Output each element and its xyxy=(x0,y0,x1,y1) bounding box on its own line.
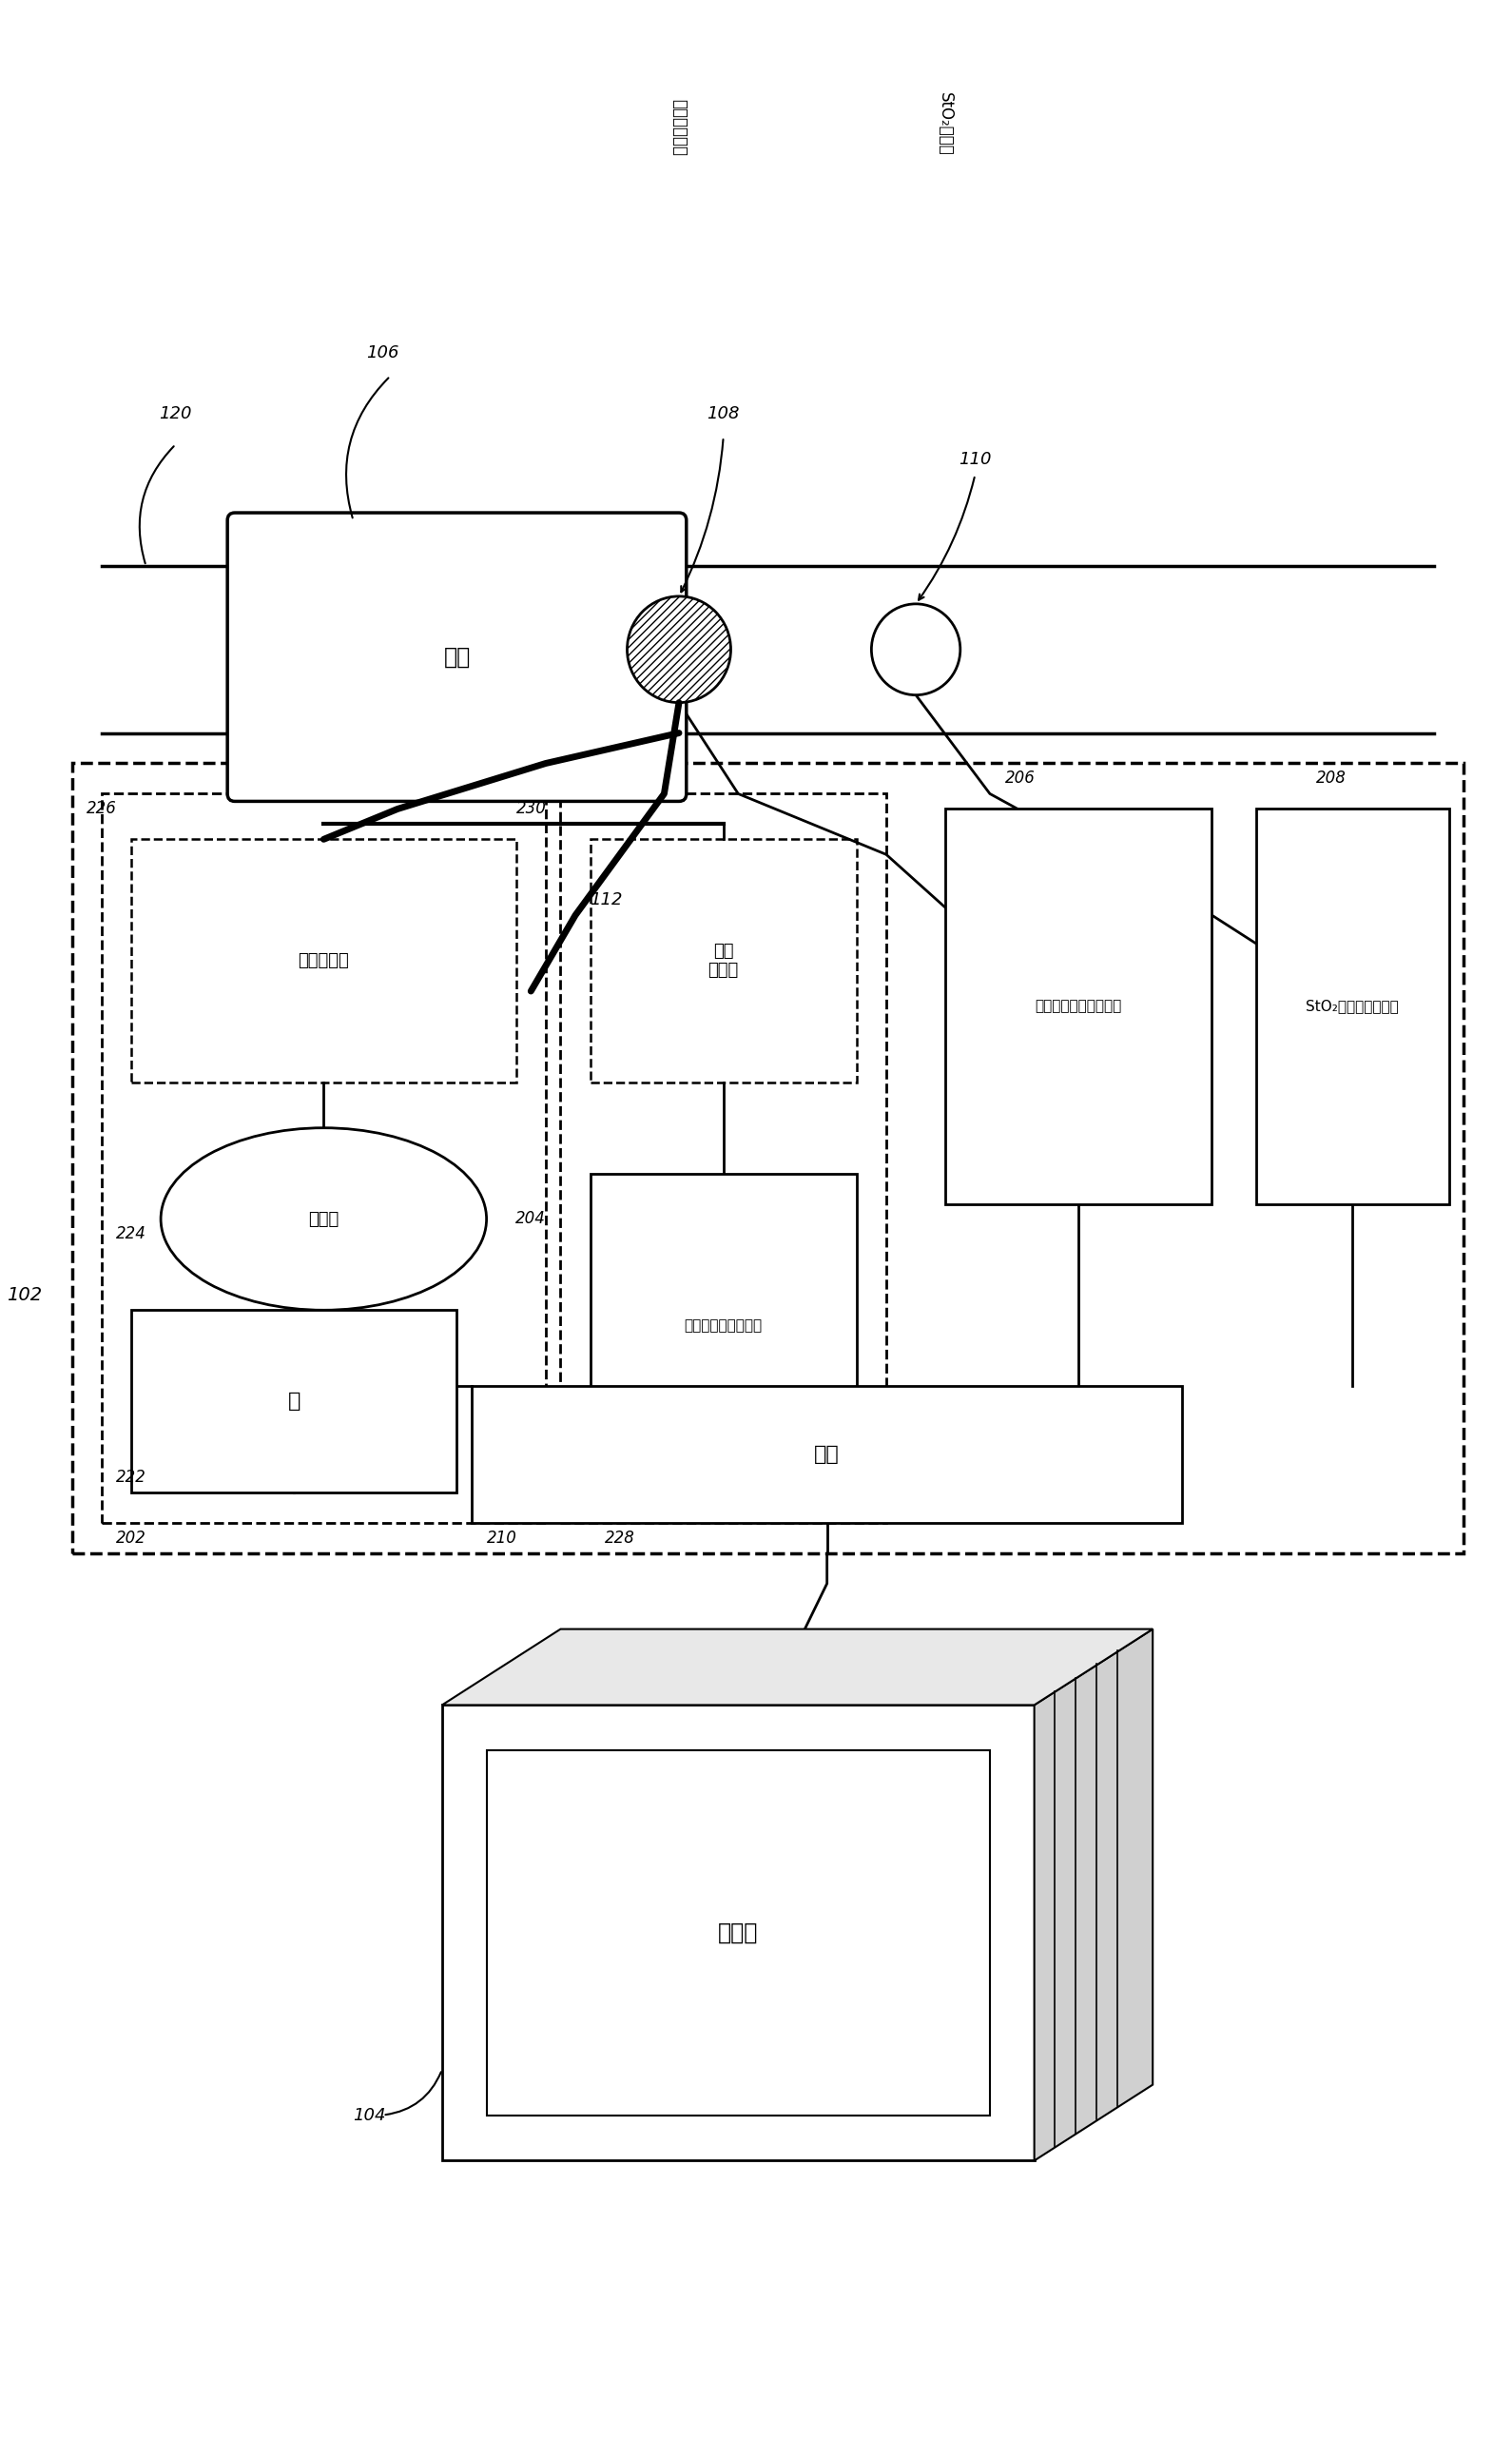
Text: 104: 104 xyxy=(354,2106,386,2123)
Bar xyxy=(945,809,1213,1204)
Bar xyxy=(1256,809,1448,1204)
Polygon shape xyxy=(442,1629,1152,1704)
Bar xyxy=(561,795,886,1524)
Text: 计算机: 计算机 xyxy=(718,1921,759,1943)
Text: 接口: 接口 xyxy=(815,1446,839,1463)
Text: 110: 110 xyxy=(959,451,992,468)
Text: 202: 202 xyxy=(116,1529,147,1546)
Text: 106: 106 xyxy=(366,344,399,361)
Text: 222: 222 xyxy=(116,1468,147,1485)
Bar xyxy=(590,839,857,1082)
Circle shape xyxy=(871,605,960,695)
Text: 泵: 泵 xyxy=(287,1392,301,1412)
Text: 204: 204 xyxy=(516,1209,546,1229)
Bar xyxy=(73,763,1464,1553)
Text: 112: 112 xyxy=(590,892,623,909)
Text: 压力传感器电子线路: 压力传感器电子线路 xyxy=(685,1319,762,1334)
Bar xyxy=(442,1704,1034,2160)
Text: 224: 224 xyxy=(116,1226,147,1243)
Bar xyxy=(590,1173,857,1477)
FancyBboxPatch shape xyxy=(227,512,686,802)
Text: 208: 208 xyxy=(1315,770,1346,787)
Bar xyxy=(487,1750,990,2116)
Polygon shape xyxy=(1034,1629,1152,2160)
Circle shape xyxy=(627,597,730,702)
Text: 120: 120 xyxy=(159,405,192,422)
Ellipse shape xyxy=(160,1129,487,1309)
Text: 108: 108 xyxy=(708,405,739,422)
Bar xyxy=(132,1309,457,1492)
Text: 226: 226 xyxy=(86,800,116,817)
Text: StO₂传感器: StO₂传感器 xyxy=(937,93,954,156)
Bar xyxy=(472,1387,1182,1524)
Bar xyxy=(101,795,546,1524)
Text: 多普勒传感器: 多普勒传感器 xyxy=(670,100,688,156)
Text: StO₂传感器电子系统: StO₂传感器电子系统 xyxy=(1306,1000,1399,1014)
Text: 袖带: 袖带 xyxy=(443,646,470,668)
Text: 多普勒传感器电子系统: 多普勒传感器电子系统 xyxy=(1036,1000,1122,1014)
Text: 储存器: 储存器 xyxy=(308,1209,339,1229)
Text: 210: 210 xyxy=(487,1529,517,1546)
Text: 压力
传感器: 压力 传感器 xyxy=(708,944,739,980)
Text: 压力控制器: 压力控制器 xyxy=(298,953,349,970)
Text: 206: 206 xyxy=(1004,770,1036,787)
Text: 228: 228 xyxy=(605,1529,635,1546)
Bar xyxy=(132,839,516,1082)
Text: 230: 230 xyxy=(516,800,546,817)
Text: 102: 102 xyxy=(8,1285,42,1304)
